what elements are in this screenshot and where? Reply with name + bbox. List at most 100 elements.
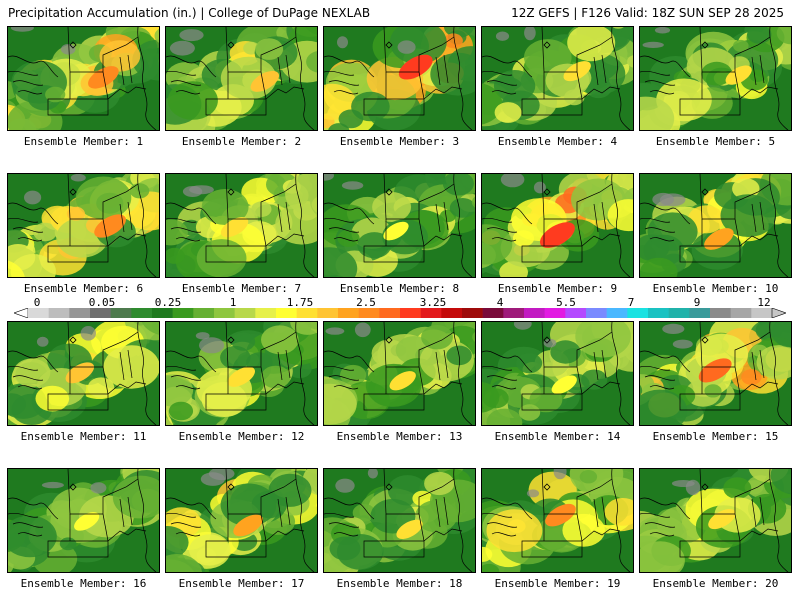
member-label: Ensemble Member: 5: [655, 135, 776, 148]
precip-field: [166, 27, 317, 130]
precip-field: [482, 469, 633, 572]
precip-field: [640, 27, 791, 130]
colorbar-bin: [565, 308, 587, 318]
colorbar-bin: [420, 308, 442, 318]
colorbar-bin: [648, 308, 669, 318]
colorbar-tick-label: 1: [229, 296, 237, 309]
colorbar-bin: [627, 308, 649, 318]
colorbar-tick-label: 7: [627, 296, 635, 309]
ensemble-map-12: [165, 321, 318, 426]
member-label: Ensemble Member: 8: [339, 282, 460, 295]
colorbar-bin: [710, 308, 731, 318]
precip-field: [8, 174, 159, 277]
chart-title: Precipitation Accumulation (in.) | Colle…: [8, 6, 371, 20]
member-label: Ensemble Member: 13: [336, 430, 463, 443]
colorbar-bin: [503, 308, 525, 318]
colorbar-tick-label: 0: [33, 296, 41, 309]
member-label: Ensemble Member: 6: [23, 282, 144, 295]
precip-field: [640, 469, 791, 572]
colorbar-bin: [296, 308, 318, 318]
colorbar-bin: [730, 308, 752, 318]
colorbar-bin: [172, 308, 194, 318]
ensemble-map-1: [7, 26, 160, 131]
ensemble-map-18: [323, 468, 476, 573]
run-info: 12Z GEFS | F126 Valid: 18Z SUN SEP 28 20…: [511, 6, 784, 20]
colorbar-bin: [214, 308, 235, 318]
precip-field: [166, 322, 317, 425]
colorbar-bin: [606, 308, 628, 318]
precip-field: [8, 27, 159, 130]
member-label: Ensemble Member: 2: [181, 135, 302, 148]
ensemble-map-20: [639, 468, 792, 573]
ensemble-map-16: [7, 468, 160, 573]
colorbar-bin: [234, 308, 256, 318]
precip-field: [166, 174, 317, 277]
ensemble-map-9: [481, 173, 634, 278]
precip-field: [482, 27, 633, 130]
member-label: Ensemble Member: 12: [178, 430, 305, 443]
colorbar-bin: [90, 308, 111, 318]
member-label: Ensemble Member: 7: [181, 282, 302, 295]
colorbar-bin: [462, 308, 483, 318]
member-label: Ensemble Member: 14: [494, 430, 621, 443]
colorbar-bin: [193, 308, 215, 318]
ensemble-map-7: [165, 173, 318, 278]
ensemble-map-13: [323, 321, 476, 426]
colorbar-bin: [28, 308, 49, 318]
ensemble-map-17: [165, 468, 318, 573]
member-label: Ensemble Member: 20: [652, 577, 779, 590]
colorbar-tick-label: 12: [757, 296, 771, 309]
member-label: Ensemble Member: 16: [20, 577, 147, 590]
ensemble-map-19: [481, 468, 634, 573]
ensemble-map-15: [639, 321, 792, 426]
colorbar-bin: [524, 308, 545, 318]
ensemble-map-2: [165, 26, 318, 131]
colorbar-bin: [751, 308, 773, 318]
colorbar-bin: [255, 308, 277, 318]
member-label: Ensemble Member: 17: [178, 577, 305, 590]
member-label: Ensemble Member: 11: [20, 430, 147, 443]
ensemble-map-10: [639, 173, 792, 278]
colorbar-tick-label: 0.25: [154, 296, 182, 309]
ensemble-map-6: [7, 173, 160, 278]
precip-field: [482, 322, 633, 425]
colorbar-bin: [338, 308, 359, 318]
colorbar-bin: [689, 308, 711, 318]
precip-field: [324, 469, 475, 572]
precip-field: [640, 322, 791, 425]
precip-field: [482, 174, 633, 277]
colorbar-bin: [586, 308, 607, 318]
colorbar-bin: [48, 308, 70, 318]
colorbar-tick-label: 1.75: [286, 296, 314, 309]
colorbar-bin: [482, 308, 504, 318]
colorbar-bin: [379, 308, 401, 318]
colorbar-bin: [276, 308, 297, 318]
colorbar-bin: [400, 308, 421, 318]
colorbar-tick-label: 2.5: [356, 296, 376, 309]
precip-field: [166, 469, 317, 572]
ensemble-map-11: [7, 321, 160, 426]
colorbar-tick-label: 9: [693, 296, 701, 309]
colorbar-bin: [131, 308, 153, 318]
colorbar-bin: [110, 308, 132, 318]
colorbar-strip: [14, 308, 786, 318]
member-label: Ensemble Member: 4: [497, 135, 618, 148]
ensemble-map-4: [481, 26, 634, 131]
colorbar-tick-label: 3.25: [419, 296, 447, 309]
precip-field: [8, 469, 159, 572]
member-label: Ensemble Member: 18: [336, 577, 463, 590]
colorbar-tick-label: 0.05: [88, 296, 116, 309]
precip-field: [324, 322, 475, 425]
colorbar-bin: [317, 308, 339, 318]
colorbar-tick-label: 5.5: [556, 296, 576, 309]
member-label: Ensemble Member: 1: [23, 135, 144, 148]
precip-field: [324, 174, 475, 277]
precip-field: [640, 174, 791, 277]
colorbar-bin: [358, 308, 380, 318]
ensemble-map-5: [639, 26, 792, 131]
colorbar-bin: [441, 308, 463, 318]
member-label: Ensemble Member: 15: [652, 430, 779, 443]
member-label: Ensemble Member: 9: [497, 282, 618, 295]
colorbar-tick-label: 4: [496, 296, 504, 309]
member-label: Ensemble Member: 3: [339, 135, 460, 148]
